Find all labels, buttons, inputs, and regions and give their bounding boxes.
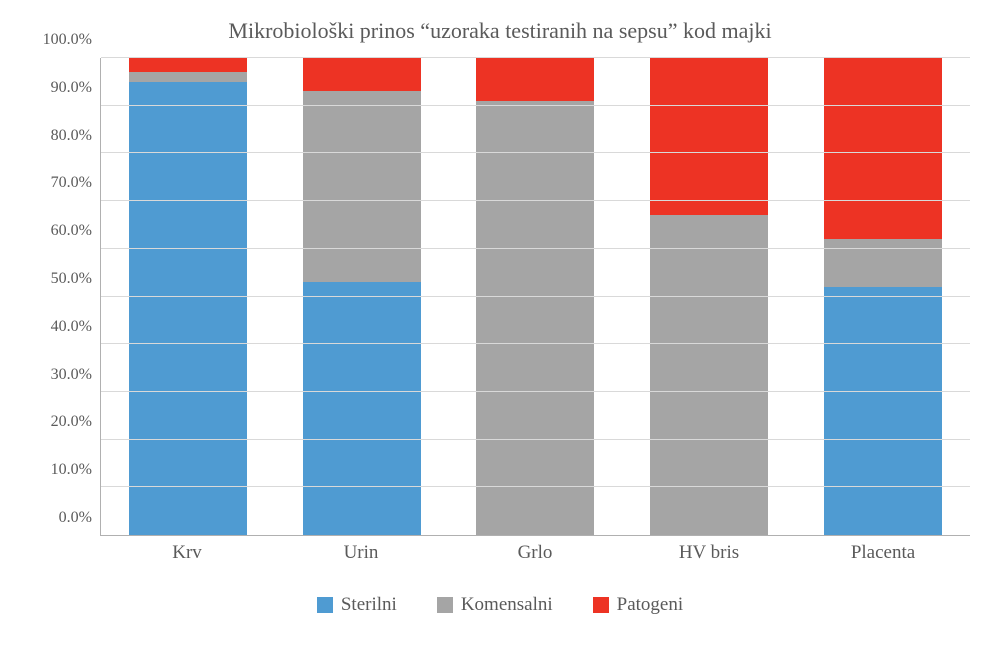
gridline [101,343,970,344]
bar-segment-sterilni [129,82,247,535]
bar-segment-komensalni [303,91,421,282]
bar-slot [129,58,247,535]
y-tick-label: 90.0% [51,79,92,97]
chart-title: Mikrobiološki prinos “uzoraka testiranih… [30,18,970,44]
legend-label: Komensalni [461,594,553,616]
bar-segment-komensalni [129,72,247,82]
y-tick-label: 80.0% [51,127,92,145]
bar-slot [303,58,421,535]
bar [303,58,421,535]
legend-item-komensalni: Komensalni [437,594,553,616]
legend-swatch [593,597,609,613]
plot-row: 0.0% 10.0% 20.0% 30.0% 40.0% 50.0% 60.0% 70.0% 8… [30,58,970,536]
bar [129,58,247,535]
y-tick-label: 50.0% [51,270,92,288]
x-tick-label: Krv [128,542,246,564]
bar [824,58,942,535]
bar-slot [650,58,768,535]
bar-segment-patogeni [129,58,247,72]
legend-label: Patogeni [617,594,684,616]
chart-container: Mikrobiološki prinos “uzoraka testiranih… [0,0,1000,647]
y-tick-label: 0.0% [59,509,92,527]
bars-layer [101,58,970,535]
bar [650,58,768,535]
y-tick-label: 30.0% [51,366,92,384]
bar-segment-sterilni [824,287,942,535]
y-tick-label: 10.0% [51,461,92,479]
bar-slot [824,58,942,535]
gridline [101,105,970,106]
x-axis-spacer [30,542,100,564]
gridline [101,296,970,297]
bar-segment-patogeni [476,58,594,101]
x-tick-label: Urin [302,542,420,564]
y-tick-label: 60.0% [51,222,92,240]
legend-swatch [317,597,333,613]
bar-slot [476,58,594,535]
gridline [101,152,970,153]
y-tick-label: 100.0% [43,31,92,49]
plot-area [100,58,970,536]
x-axis-row: Krv Urin Grlo HV bris Placenta [30,542,970,564]
bar [476,58,594,535]
y-tick-label: 20.0% [51,413,92,431]
gridline [101,439,970,440]
gridline [101,200,970,201]
gridline [101,391,970,392]
legend-item-patogeni: Patogeni [593,594,684,616]
gridline [101,57,970,58]
legend: Sterilni Komensalni Patogeni [30,594,970,616]
legend-item-sterilni: Sterilni [317,594,397,616]
gridline [101,248,970,249]
bar-segment-sterilni [303,282,421,535]
legend-label: Sterilni [341,594,397,616]
x-tick-label: Placenta [824,542,942,564]
x-tick-label: Grlo [476,542,594,564]
bar-segment-patogeni [650,58,768,215]
y-tick-label: 70.0% [51,174,92,192]
y-axis: 0.0% 10.0% 20.0% 30.0% 40.0% 50.0% 60.0% 70.0% 8… [30,58,100,536]
x-axis-labels: Krv Urin Grlo HV bris Placenta [100,542,970,564]
y-tick-label: 40.0% [51,318,92,336]
bar-segment-patogeni [824,58,942,239]
bar-segment-komensalni [476,101,594,535]
x-tick-label: HV bris [650,542,768,564]
bar-segment-patogeni [303,58,421,91]
gridline [101,486,970,487]
legend-swatch [437,597,453,613]
bar-segment-komensalni [824,239,942,287]
